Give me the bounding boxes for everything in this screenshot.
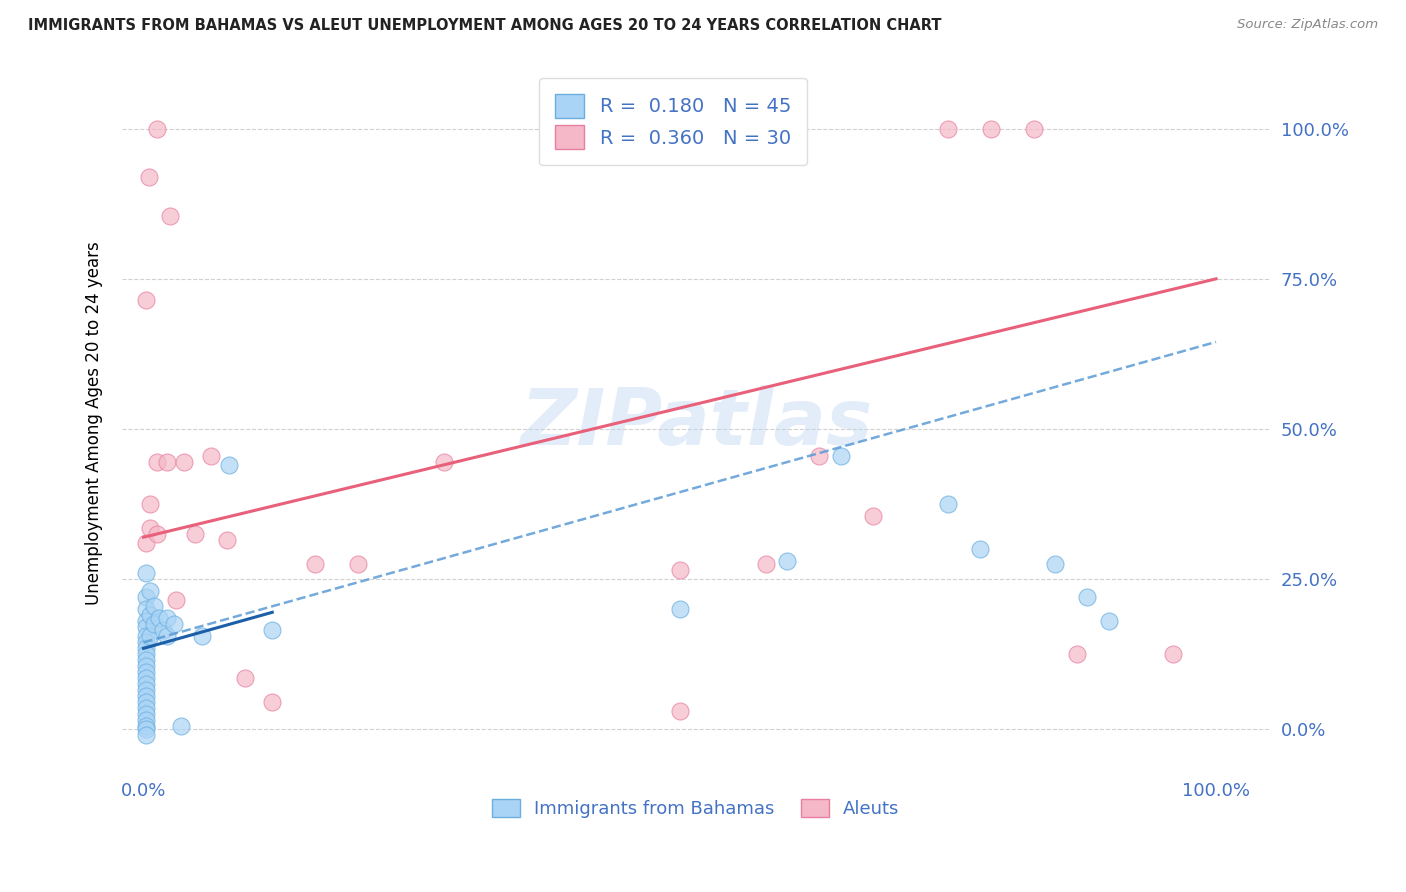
Point	[135, 648, 157, 662]
Point	[217, 533, 239, 548]
Point	[347, 558, 370, 572]
Point	[936, 121, 959, 136]
Point	[862, 509, 884, 524]
Point	[135, 653, 157, 667]
Point	[218, 458, 240, 472]
Point	[146, 527, 169, 541]
Point	[936, 497, 959, 511]
Point	[135, 536, 157, 550]
Point	[969, 542, 991, 557]
Point	[135, 719, 157, 733]
Point	[135, 696, 157, 710]
Point	[162, 617, 184, 632]
Point	[135, 591, 157, 605]
Point	[143, 617, 166, 632]
Point	[135, 690, 157, 704]
Point	[668, 705, 690, 719]
Point	[135, 701, 157, 715]
Point	[668, 602, 690, 616]
Point	[139, 497, 162, 511]
Point	[1066, 648, 1088, 662]
Point	[184, 527, 207, 541]
Text: Source: ZipAtlas.com: Source: ZipAtlas.com	[1237, 18, 1378, 31]
Point	[165, 593, 187, 607]
Point	[135, 635, 157, 649]
Point	[156, 629, 179, 643]
Point	[156, 611, 179, 625]
Point	[262, 624, 284, 638]
Point	[776, 554, 799, 568]
Point	[135, 615, 157, 629]
Point	[191, 629, 214, 643]
Text: IMMIGRANTS FROM BAHAMAS VS ALEUT UNEMPLOYMENT AMONG AGES 20 TO 24 YEARS CORRELAT: IMMIGRANTS FROM BAHAMAS VS ALEUT UNEMPLO…	[28, 18, 942, 33]
Point	[830, 449, 852, 463]
Point	[135, 729, 157, 743]
Point	[135, 293, 157, 307]
Y-axis label: Unemployment Among Ages 20 to 24 years: Unemployment Among Ages 20 to 24 years	[86, 241, 103, 605]
Point	[135, 683, 157, 698]
Point	[156, 455, 179, 469]
Legend: Immigrants from Bahamas, Aleuts: Immigrants from Bahamas, Aleuts	[485, 791, 907, 825]
Point	[139, 608, 162, 623]
Point	[173, 455, 195, 469]
Point	[135, 566, 157, 581]
Text: ZIPatlas: ZIPatlas	[520, 385, 872, 461]
Point	[262, 696, 284, 710]
Point	[1076, 591, 1098, 605]
Point	[135, 723, 157, 737]
Point	[139, 584, 162, 599]
Point	[1043, 558, 1066, 572]
Point	[755, 558, 778, 572]
Point	[135, 672, 157, 686]
Point	[135, 641, 157, 656]
Point	[135, 620, 157, 634]
Point	[433, 455, 456, 469]
Point	[170, 719, 193, 733]
Point	[135, 659, 157, 673]
Point	[304, 558, 326, 572]
Point	[200, 449, 222, 463]
Point	[235, 672, 257, 686]
Point	[980, 121, 1002, 136]
Point	[138, 169, 160, 184]
Point	[152, 624, 174, 638]
Point	[146, 455, 169, 469]
Point	[143, 599, 166, 614]
Point	[135, 629, 157, 643]
Point	[139, 629, 162, 643]
Point	[135, 707, 157, 722]
Point	[1161, 648, 1184, 662]
Point	[148, 611, 170, 625]
Point	[139, 521, 162, 535]
Point	[146, 121, 169, 136]
Point	[668, 563, 690, 577]
Point	[135, 714, 157, 728]
Point	[135, 677, 157, 691]
Point	[1022, 121, 1045, 136]
Point	[159, 209, 181, 223]
Point	[1098, 615, 1121, 629]
Point	[808, 449, 831, 463]
Point	[135, 602, 157, 616]
Point	[135, 665, 157, 680]
